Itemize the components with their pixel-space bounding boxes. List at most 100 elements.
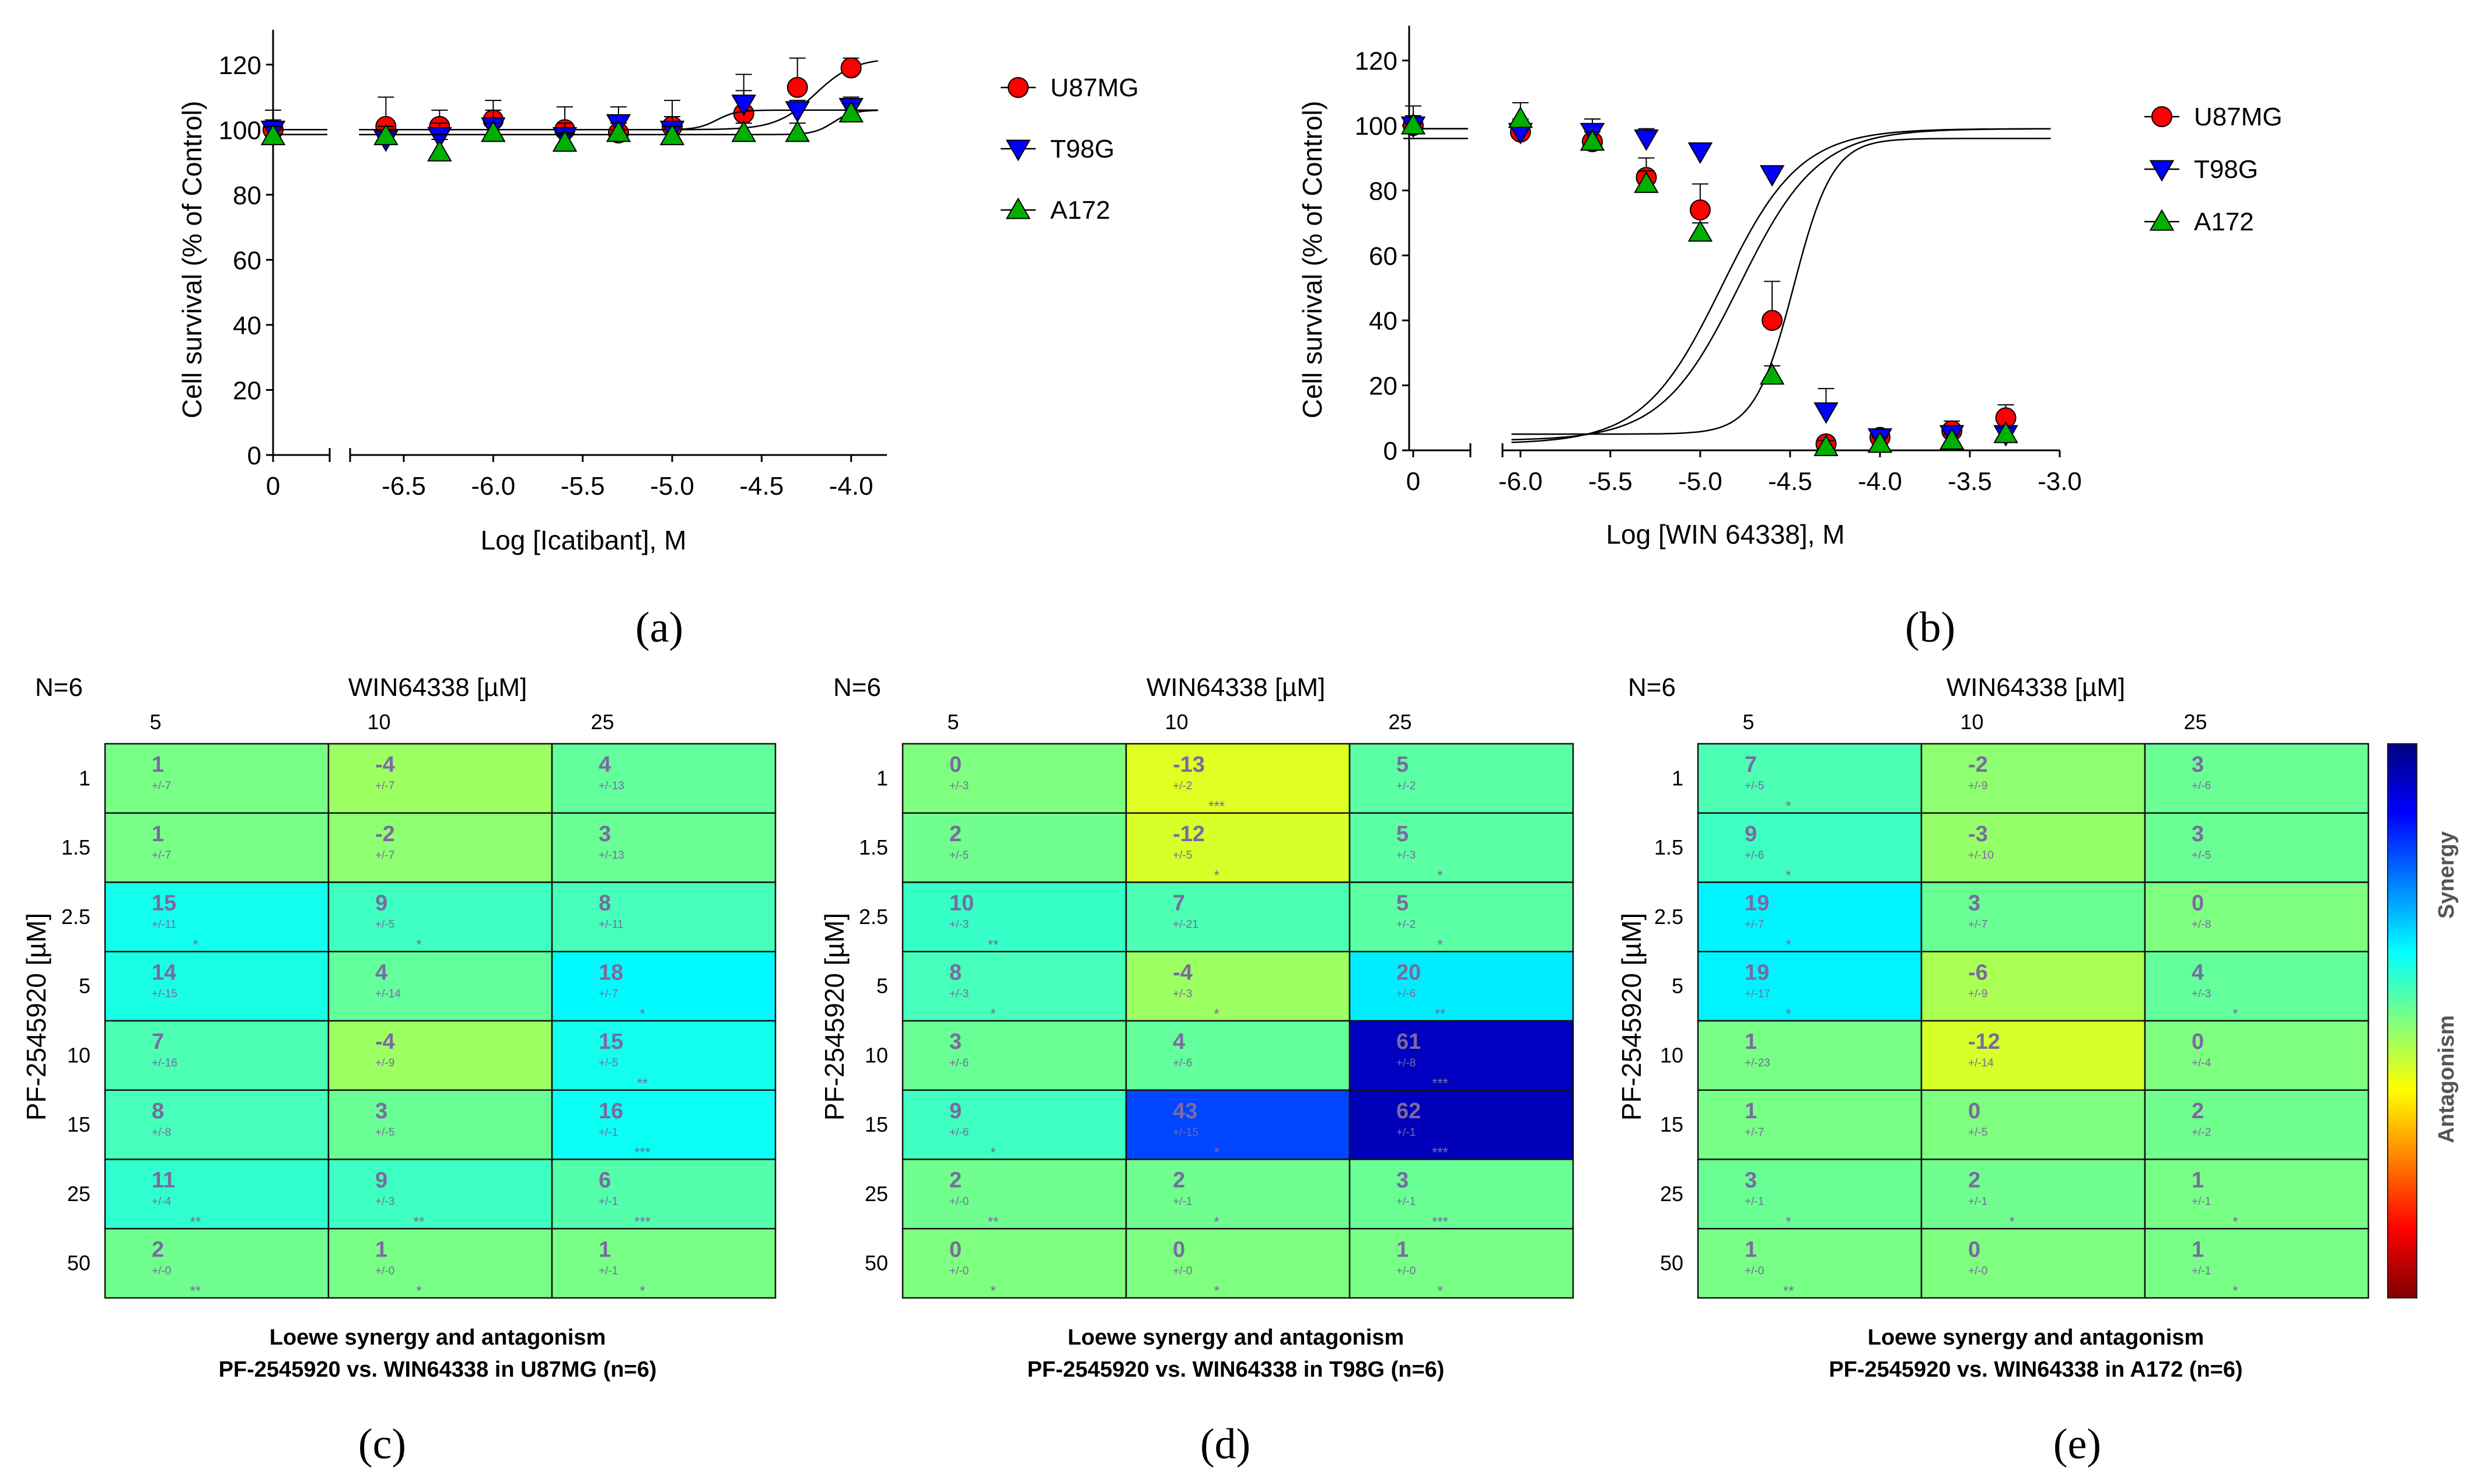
heat-cell: 15 +/-11 * (104, 881, 330, 953)
cell-value: 3 (2192, 752, 2204, 777)
row-label: 50 (865, 1251, 888, 1275)
heat-cell: 2 +/-1 * (1920, 1158, 2146, 1230)
caption-line-1: Loewe synergy and antagonism (270, 1325, 606, 1350)
panel-label-c: (c) (358, 1420, 406, 1468)
cell-sd: +/-11 (599, 919, 623, 931)
col-axis-title: WIN64338 [µM] (348, 673, 527, 702)
data-point (731, 94, 756, 117)
heat-cell: -12 +/-5 * (1125, 812, 1351, 884)
fit-curve (1511, 128, 2051, 443)
cell-value: 3 (1968, 891, 1980, 916)
cell-significance: * (2232, 1283, 2238, 1299)
row-label: 15 (1660, 1112, 1683, 1136)
cell-sd: +/-3 (375, 1196, 394, 1208)
cell-sd: +/-6 (2192, 780, 2211, 792)
cell-sd: +/-3 (949, 919, 969, 931)
heat-cell-rect (2144, 812, 2370, 883)
chart-win64338: Cell survival (% of Control) Log [WIN 64… (1297, 26, 2283, 550)
cell-value: 2 (1968, 1168, 1980, 1193)
cell-value: 3 (375, 1099, 387, 1124)
heat-cell-rect (1920, 1158, 2146, 1230)
y-tick-label: 80 (1369, 177, 1397, 205)
heat-cell-rect (2144, 951, 2370, 1022)
cell-value: 3 (1396, 1168, 1409, 1193)
cell-sd: +/-5 (375, 1126, 394, 1139)
heat-cell-rect (327, 1020, 553, 1091)
cell-sd: +/-4 (152, 1196, 172, 1208)
col-label: 10 (367, 710, 390, 734)
heat-cell-rect (1697, 881, 1923, 953)
panel-label-a: (a) (635, 604, 683, 652)
cell-value: -3 (1968, 822, 1988, 846)
data-point (1939, 428, 1965, 450)
fit-curve (1511, 128, 2051, 441)
y-tick-label: 120 (219, 51, 261, 80)
heat-cell-rect (327, 743, 553, 814)
x-tick-label: -6.5 (382, 472, 426, 501)
heat-cell: -4 +/-7 (327, 743, 553, 814)
cell-value: 2 (1173, 1168, 1185, 1193)
data-point (1813, 434, 1839, 456)
cell-sd: +/-7 (1745, 919, 1764, 931)
legend-marker (2151, 106, 2172, 127)
cell-sd: +/-8 (2192, 919, 2211, 931)
heat-cell-rect (1920, 951, 2146, 1022)
legend: U87MG T98G A172 (2144, 103, 2283, 236)
heat-cell: 1 +/-1 * (2144, 1158, 2370, 1230)
heat-cell: 2 +/-0 ** (901, 1158, 1127, 1230)
row-label: 5 (79, 974, 90, 998)
cell-sd: +/-21 (1173, 919, 1198, 931)
heat-cell-rect (104, 951, 330, 1022)
row-label: 1.5 (1654, 835, 1683, 859)
data-point (1508, 106, 1533, 128)
chart-icatibant: Cell survival (% of Control) Log [Icatib… (177, 30, 1139, 555)
data-point (840, 57, 862, 79)
cell-value: 1 (2192, 1168, 2204, 1193)
y-tick-label: 20 (233, 376, 261, 405)
legend-marker (1008, 77, 1029, 98)
cell-significance: * (1785, 937, 1791, 953)
data-point (260, 123, 286, 145)
cell-significance: ** (1435, 1006, 1446, 1022)
colorbar-label-antagonism: Antagonism (2434, 1015, 2459, 1143)
heat-cell-rect (104, 1020, 330, 1091)
heat-cell-rect (1348, 743, 1574, 814)
cell-sd: +/-2 (1173, 780, 1192, 792)
x-axis-label: Log [WIN 64338], M (1606, 519, 1844, 550)
cell-significance: * (1785, 868, 1791, 884)
heat-cell: 43 +/-15 * (1125, 1089, 1351, 1161)
heat-cell-rect (1697, 1020, 1923, 1091)
x-tick-label: -3.0 (2038, 467, 2082, 496)
cell-sd: +/-3 (949, 988, 969, 1000)
heat-cell: 4 +/-6 (1125, 1020, 1351, 1091)
cell-value: -12 (1968, 1030, 2000, 1054)
cell-significance: * (416, 1283, 421, 1299)
heat-cell: 1 +/-0 * (1348, 1228, 1574, 1299)
x-tick-label: -5.5 (1588, 467, 1633, 496)
heat-cell: 16 +/-1 *** (551, 1089, 777, 1161)
heat-cell-rect (901, 1020, 1127, 1091)
data-point (1689, 199, 1711, 220)
series-a172 (1400, 102, 2051, 456)
cell-sd: +/-5 (599, 1057, 618, 1069)
series-t98g (1400, 116, 2051, 450)
cell-sd: +/-6 (1173, 1057, 1192, 1069)
cell-value: 3 (599, 822, 611, 846)
heat-cell: 5 +/-2 (1348, 743, 1574, 814)
panel-label-d: (d) (1200, 1420, 1250, 1468)
heat-cell-rect (1348, 1228, 1574, 1299)
heat-cell: 1 +/-1 * (551, 1228, 777, 1299)
cell-significance: ** (988, 1214, 999, 1230)
data-point (785, 120, 810, 142)
cell-significance: * (1437, 868, 1442, 884)
x-tick-label: -6.0 (471, 472, 515, 501)
cell-sd: +/-0 (375, 1265, 394, 1277)
data-point (1400, 113, 1426, 135)
cell-value: 9 (1745, 822, 1757, 846)
heat-cell: 62 +/-1 *** (1348, 1089, 1574, 1161)
cell-significance: * (193, 937, 198, 953)
cell-value: 2 (152, 1237, 164, 1262)
x-tick-label: -5.5 (561, 472, 605, 501)
cell-sd: +/-16 (152, 1057, 177, 1069)
